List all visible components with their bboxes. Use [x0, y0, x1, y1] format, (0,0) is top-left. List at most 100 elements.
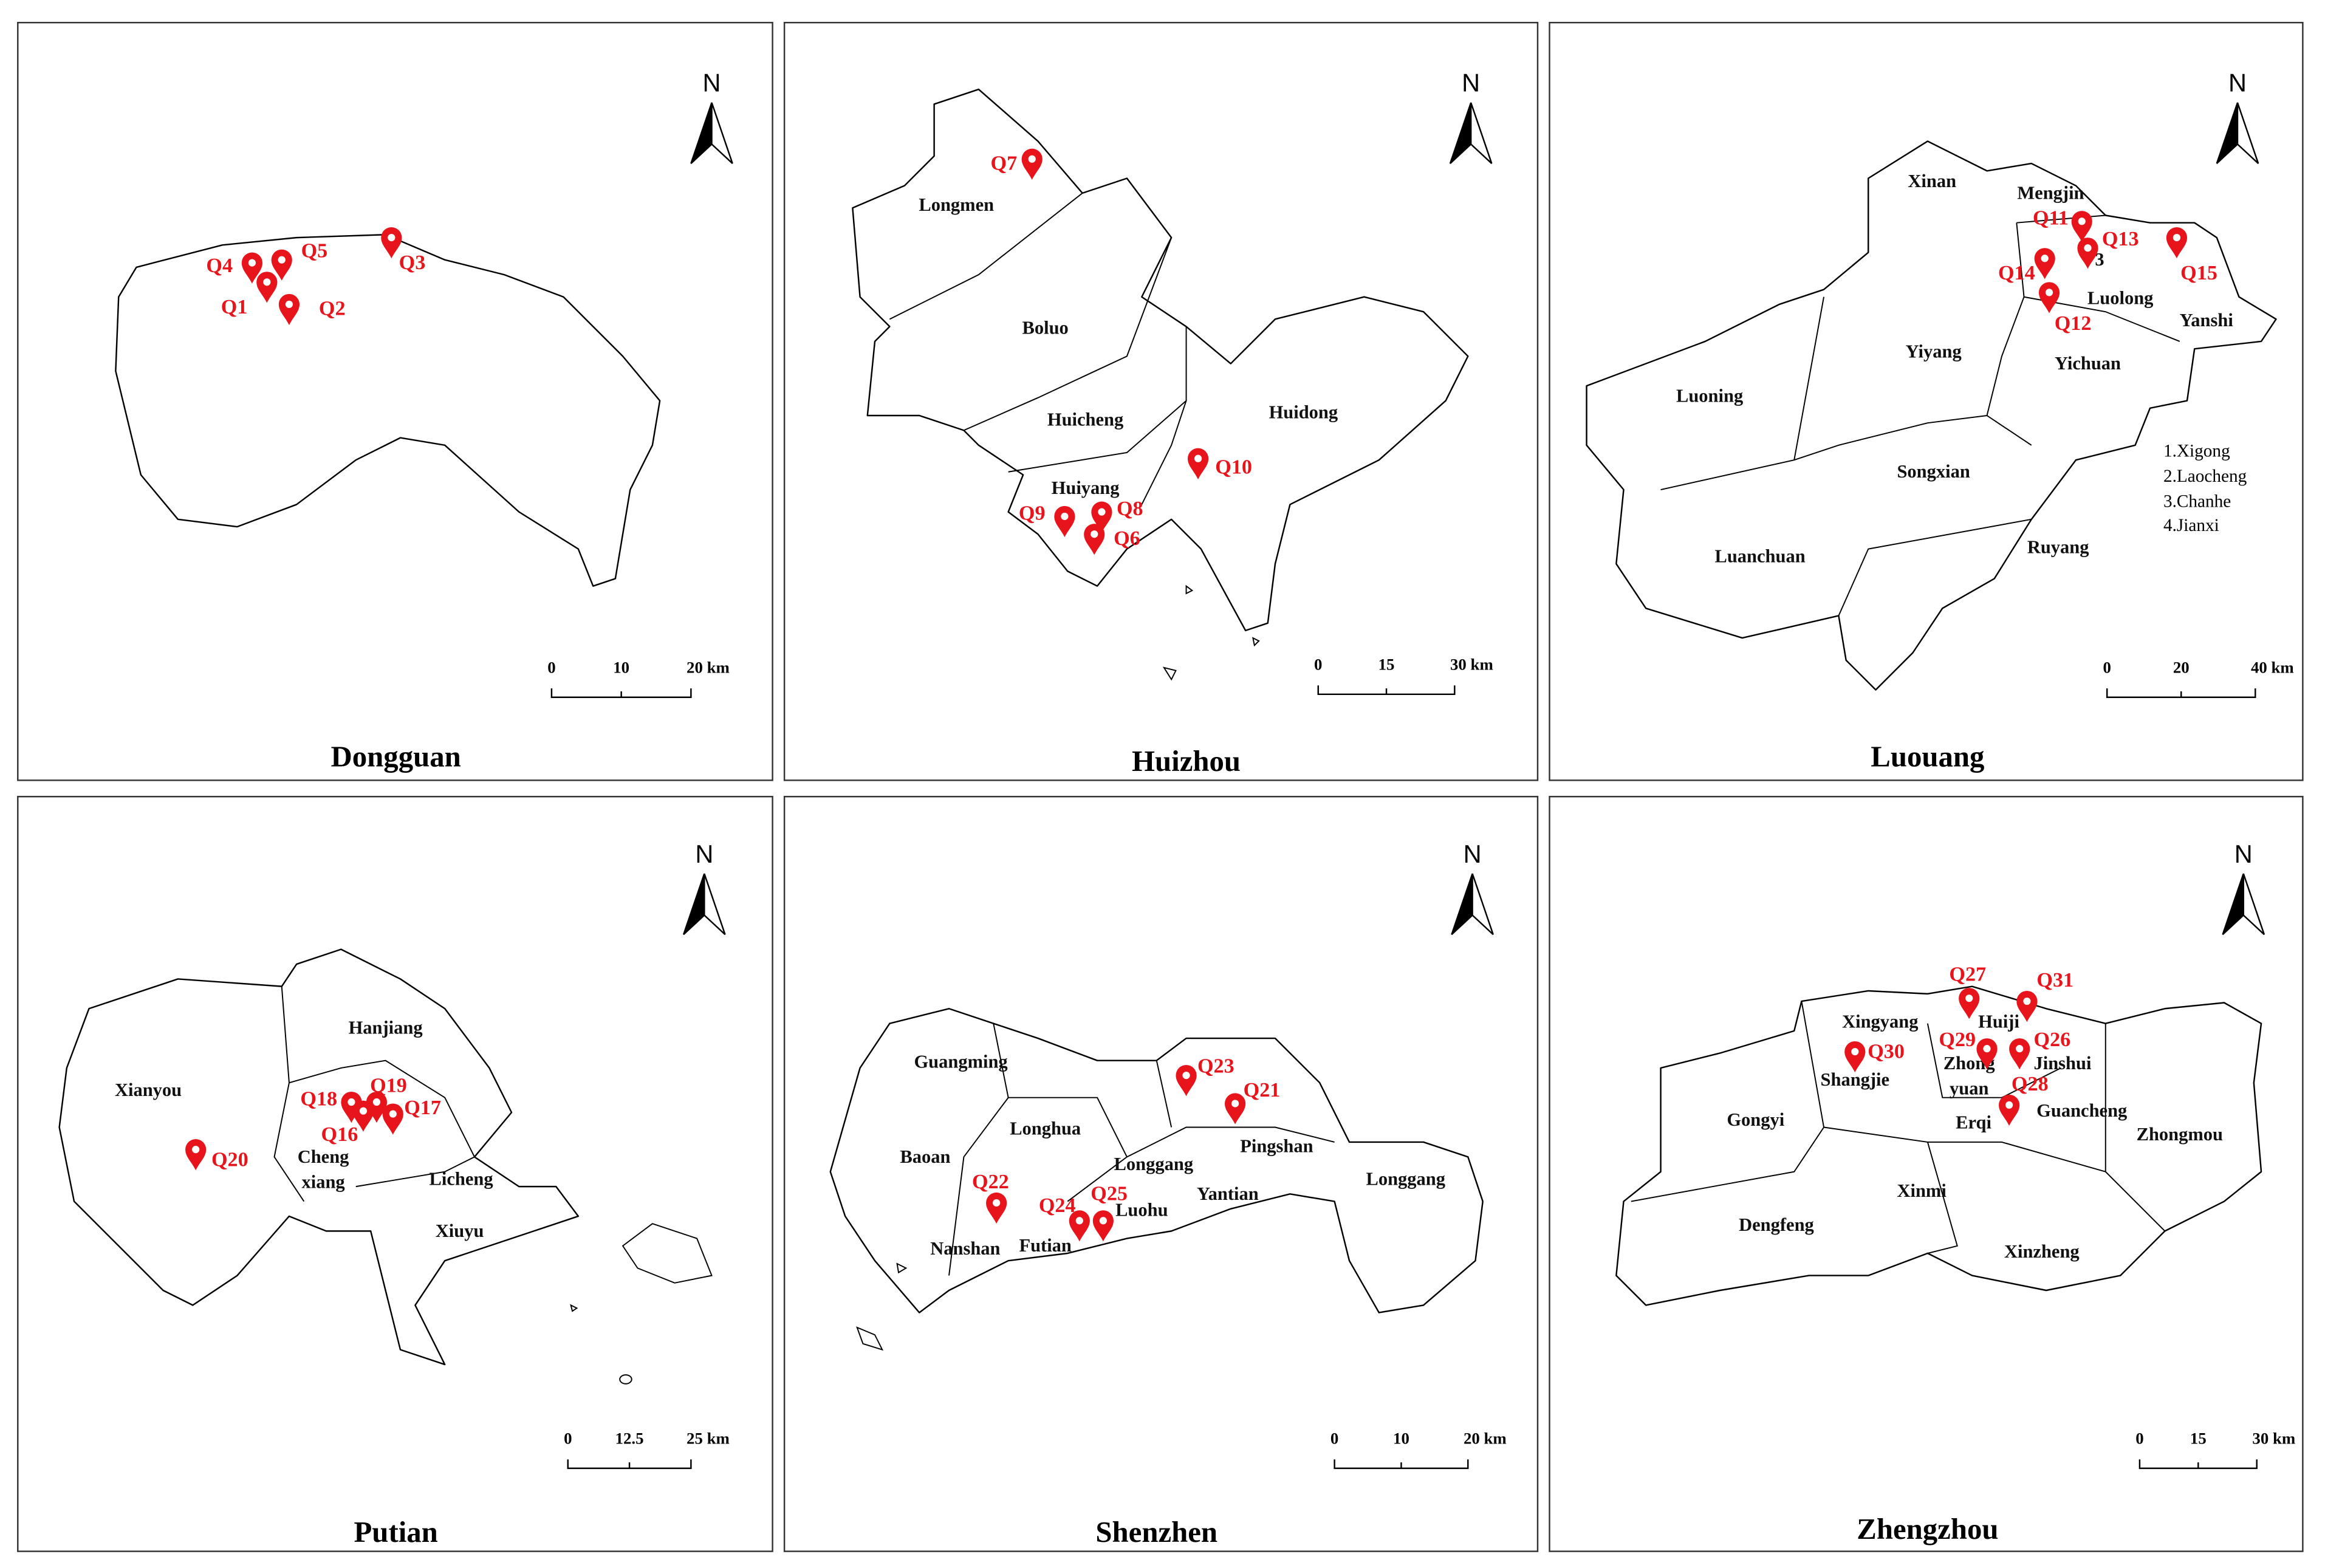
scale-label: 12.5: [615, 1429, 644, 1448]
legend-note: 3.Chanhe: [2163, 492, 2231, 512]
pin-dot: [1075, 1217, 1083, 1225]
site-label: Q15: [2180, 262, 2217, 284]
scale-label: 10: [613, 659, 629, 677]
site-label: Q23: [1197, 1055, 1234, 1078]
scale-label: 15: [1378, 656, 1395, 674]
region-outline: [115, 234, 661, 587]
island: [570, 1223, 713, 1385]
pin-dot: [192, 1146, 200, 1154]
pin-dot: [2016, 1045, 2024, 1053]
district-label: yuan: [1950, 1078, 1988, 1099]
location-pin: [366, 1091, 388, 1123]
district-label: Futian: [1019, 1235, 1071, 1256]
pin-dot: [263, 278, 271, 286]
region-outline: [852, 88, 1469, 632]
pin-dot: [372, 1098, 381, 1106]
location-pin: [1959, 988, 1980, 1019]
location-pin: [278, 293, 300, 326]
district-label: Xingyang: [1842, 1012, 1918, 1032]
panel-title: Huizhou: [1132, 745, 1241, 778]
scale-label: 40 km: [2251, 659, 2294, 677]
district-border: [1631, 1001, 2166, 1254]
site-label: Q20: [211, 1148, 248, 1171]
north-label: N: [1464, 840, 1482, 868]
location-pin: [1225, 1093, 1246, 1125]
scale-bar: [2106, 688, 2256, 698]
location-pin: [1084, 524, 1105, 555]
north-label: N: [1462, 69, 1480, 97]
site-label: Q3: [399, 252, 426, 274]
location-pin: [1092, 1210, 1114, 1242]
north-label: N: [695, 840, 713, 868]
district-label: Guancheng: [2036, 1100, 2127, 1121]
site-label: Q21: [1244, 1079, 1281, 1101]
panel-title: Dongguan: [331, 740, 461, 773]
district-label: Yanshi: [2180, 310, 2234, 330]
scale-label: 20 km: [687, 659, 730, 677]
location-pin: [381, 227, 402, 259]
scale-label: 0: [1314, 656, 1322, 674]
pin-dot: [2041, 255, 2049, 262]
site-label: Q11: [2033, 207, 2069, 230]
district-label: Boluo: [1022, 317, 1069, 338]
scale-label: 0: [547, 659, 555, 677]
site-label: Q7: [991, 152, 1018, 174]
location-pin: [1021, 148, 1043, 180]
district-label: Yantian: [1197, 1183, 1259, 1204]
legend-note: 2.Laocheng: [2163, 467, 2247, 486]
district-label: Luohu: [1115, 1200, 1168, 1221]
site-label: Q24: [1039, 1194, 1076, 1217]
location-pin: [986, 1192, 1007, 1224]
pin-dot: [359, 1107, 368, 1115]
location-pin: [1976, 1038, 1998, 1070]
location-pin: [2071, 211, 2092, 242]
pin-dot: [1231, 1100, 1239, 1108]
site-label: Q17: [404, 1097, 441, 1119]
scale-label: 20 km: [1464, 1429, 1507, 1448]
site-label: Q27: [1949, 963, 1986, 985]
pin-dot: [1099, 1217, 1107, 1225]
location-pin: [341, 1091, 362, 1123]
site-label: Q13: [2102, 228, 2139, 250]
district-label: Yichuan: [2055, 353, 2121, 374]
location-pin: [241, 252, 263, 284]
location-pin: [2038, 282, 2060, 313]
site-label: Q31: [2036, 969, 2073, 991]
pin-dot: [348, 1098, 355, 1106]
site-label: Q6: [1114, 527, 1140, 550]
pin-dot: [993, 1199, 1001, 1207]
site-label: Q26: [2034, 1029, 2071, 1051]
island: [856, 1262, 908, 1351]
legend-note: 4.Jianxi: [2163, 516, 2219, 535]
pin-dot: [2005, 1101, 2013, 1109]
scale-bar: [2138, 1459, 2258, 1470]
pin-dot: [1851, 1047, 1859, 1056]
region-outline: [1615, 985, 2262, 1306]
scale-label: 20: [2173, 659, 2190, 677]
location-pin: [382, 1103, 403, 1135]
pin-dot: [1182, 1071, 1190, 1080]
district-label: Luolong: [2087, 288, 2154, 309]
district-label: Longgang: [1114, 1154, 1194, 1174]
scale-label: 25 km: [687, 1429, 730, 1448]
scale-label: 0: [564, 1429, 572, 1448]
pin-dot: [278, 256, 286, 264]
district-label: Xiuyu: [436, 1221, 484, 1241]
north-arrow: [711, 102, 733, 164]
north-arrow: [1471, 873, 1494, 936]
pin-dot: [1194, 454, 1202, 462]
region-outline: [1586, 140, 2277, 691]
pin-dot: [1061, 512, 1069, 521]
district-label: Luoning: [1676, 386, 1743, 406]
district-label: Huidong: [1269, 402, 1338, 423]
district-label: Nanshan: [930, 1238, 1000, 1259]
district-label: Songxian: [1897, 461, 1970, 482]
site-label: Q30: [1868, 1040, 1905, 1063]
site-label: Q25: [1091, 1183, 1128, 1205]
location-pin: [1187, 448, 1209, 479]
district-label: Shangjie: [1821, 1069, 1890, 1090]
panel-title: Luouang: [1871, 740, 1984, 773]
pin-dot: [1965, 995, 1973, 1002]
pin-dot: [1983, 1045, 1991, 1053]
district-label: Huiyang: [1052, 478, 1120, 498]
